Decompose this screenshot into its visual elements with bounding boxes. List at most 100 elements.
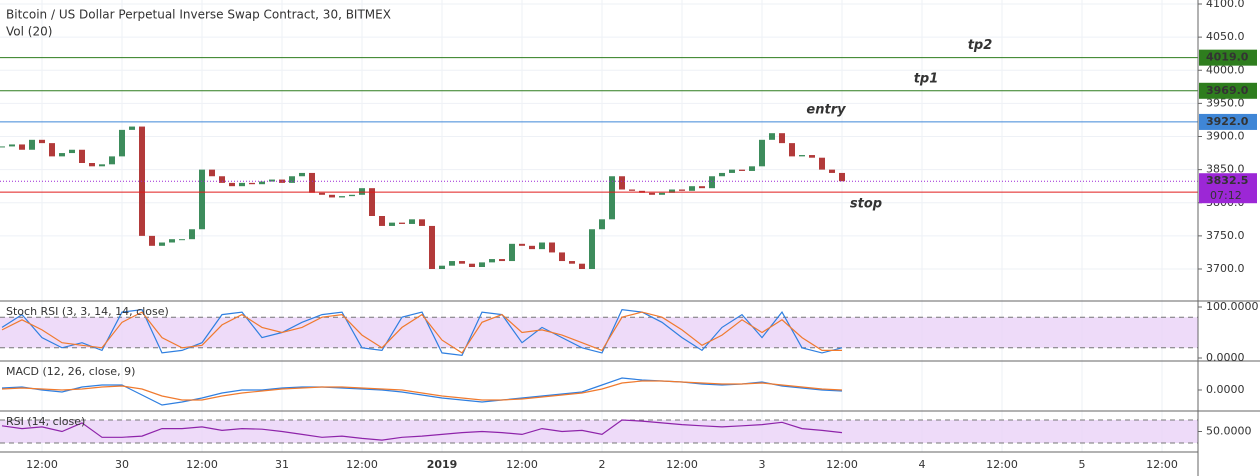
candle-body — [49, 143, 55, 157]
x-tick-label: 12:00 — [506, 458, 538, 471]
candle-body — [689, 186, 695, 191]
candle-body — [129, 126, 135, 130]
candle-body — [379, 216, 385, 226]
candle-body — [199, 169, 205, 230]
candle-body — [829, 169, 835, 173]
candle-body — [589, 229, 595, 269]
candle-body — [99, 164, 105, 167]
x-tick-label: 12:00 — [1146, 458, 1178, 471]
candle-body — [809, 155, 815, 158]
y-tick-label: 4000.0 — [1206, 63, 1245, 76]
candle-body — [219, 176, 225, 183]
level-price-box — [1199, 82, 1257, 99]
candle-body — [719, 172, 725, 177]
band-fill — [0, 420, 1198, 443]
indicator-line — [1, 377, 843, 406]
candle-body — [179, 239, 185, 241]
candle-body — [189, 229, 195, 240]
candle-body — [79, 149, 85, 163]
candle-body — [619, 176, 625, 190]
candle-body — [729, 169, 735, 173]
x-tick-label: 5 — [1079, 458, 1086, 471]
band-fill — [0, 317, 1198, 348]
candle-body — [649, 192, 655, 195]
candle-body — [539, 242, 545, 250]
x-tick-label: 2 — [599, 458, 606, 471]
x-tick-label: 30 — [115, 458, 129, 471]
indicator-line — [1, 380, 843, 401]
indicator-title: MACD (12, 26, close, 9) — [6, 365, 135, 378]
candle-body — [789, 143, 795, 157]
candle-body — [739, 169, 745, 171]
candle-body — [9, 144, 15, 147]
candle-body — [29, 139, 35, 150]
level-price-box — [1199, 49, 1257, 66]
candle-body — [669, 189, 675, 193]
candle-body — [839, 172, 845, 182]
candle-body — [149, 235, 155, 246]
x-tick-label: 3 — [759, 458, 766, 471]
candle-body — [59, 153, 65, 157]
candle-body — [19, 144, 25, 150]
candle-body — [39, 139, 45, 144]
candle-body — [459, 261, 465, 264]
x-tick-label: 12:00 — [186, 458, 218, 471]
level-name: tp2 — [968, 38, 993, 53]
candle-body — [569, 261, 575, 264]
volume-label: Vol (20) — [6, 25, 52, 39]
candle-body — [159, 242, 165, 246]
indicator-line — [1, 308, 843, 357]
x-tick-label: 12:00 — [986, 458, 1018, 471]
indicator-line — [1, 419, 843, 441]
candle-body — [289, 176, 295, 183]
candle-body — [239, 182, 245, 187]
level-price-label: 3922.0 — [1206, 115, 1249, 128]
candle-body — [659, 192, 665, 195]
candle-body — [819, 157, 825, 170]
candle-body — [609, 176, 615, 220]
x-tick-label: 2019 — [427, 458, 458, 471]
candle-body — [469, 263, 475, 268]
candle-body — [599, 219, 605, 230]
y-tick-label: 4050.0 — [1206, 30, 1245, 43]
candle-body — [169, 239, 175, 243]
y-tick-label: 3750.0 — [1206, 229, 1245, 242]
candle-body — [69, 149, 75, 154]
candle-body — [409, 219, 415, 224]
candle-body — [299, 172, 305, 177]
x-tick-label: 12:00 — [826, 458, 858, 471]
candle-body — [429, 225, 435, 269]
indicator-title: RSI (14, close) — [6, 415, 85, 428]
candle-body — [89, 163, 95, 167]
grid — [0, 0, 1198, 452]
level-price-label: 4019.0 — [1206, 51, 1249, 64]
level-price-label: 3969.0 — [1206, 84, 1249, 97]
candle-body — [329, 194, 335, 198]
countdown-label: 07:12 — [1210, 189, 1242, 202]
candle-body — [439, 265, 445, 269]
candle-body — [449, 261, 455, 266]
y-tick-label: 4100.0 — [1206, 0, 1245, 10]
y-tick-label: 50.0000 — [1206, 425, 1252, 438]
candle-body — [339, 196, 345, 198]
candle-body — [399, 222, 405, 224]
candle-body — [489, 259, 495, 263]
candle-body — [369, 188, 375, 216]
level-name: stop — [850, 197, 882, 212]
candle-body — [389, 222, 395, 226]
candle-body — [349, 194, 355, 197]
indicator-title: Stoch RSI (3, 3, 14, 14, close) — [6, 305, 169, 318]
candle-body — [419, 219, 425, 226]
candle-body — [319, 192, 325, 195]
candle-body — [259, 181, 265, 185]
candle-body — [779, 133, 785, 144]
candle-body — [209, 169, 215, 177]
candle-body — [769, 133, 775, 140]
level-name: tp1 — [914, 71, 939, 86]
x-tick-label: 4 — [919, 458, 926, 471]
candle-body — [749, 166, 755, 171]
y-tick-label: 3900.0 — [1206, 130, 1245, 143]
candle-body — [519, 243, 525, 246]
candle-body — [509, 243, 515, 262]
x-tick-label: 12:00 — [346, 458, 378, 471]
